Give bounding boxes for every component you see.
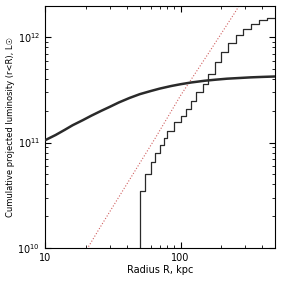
X-axis label: Radius R, kpc: Radius R, kpc bbox=[127, 266, 193, 275]
Y-axis label: Cumulative projected luminosity (r<R), L☉: Cumulative projected luminosity (r<R), L… bbox=[6, 37, 15, 217]
